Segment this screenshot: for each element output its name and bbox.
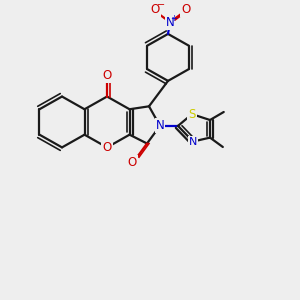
Text: O: O (102, 70, 112, 83)
Text: N: N (156, 119, 164, 132)
Text: S: S (188, 108, 196, 121)
Text: O: O (128, 156, 136, 169)
Text: O: O (150, 3, 160, 16)
Text: +: + (171, 14, 177, 23)
Text: O: O (102, 141, 112, 154)
Text: N: N (166, 16, 174, 29)
Text: O: O (182, 3, 190, 16)
Text: −: − (157, 0, 165, 10)
Text: N: N (189, 136, 197, 146)
